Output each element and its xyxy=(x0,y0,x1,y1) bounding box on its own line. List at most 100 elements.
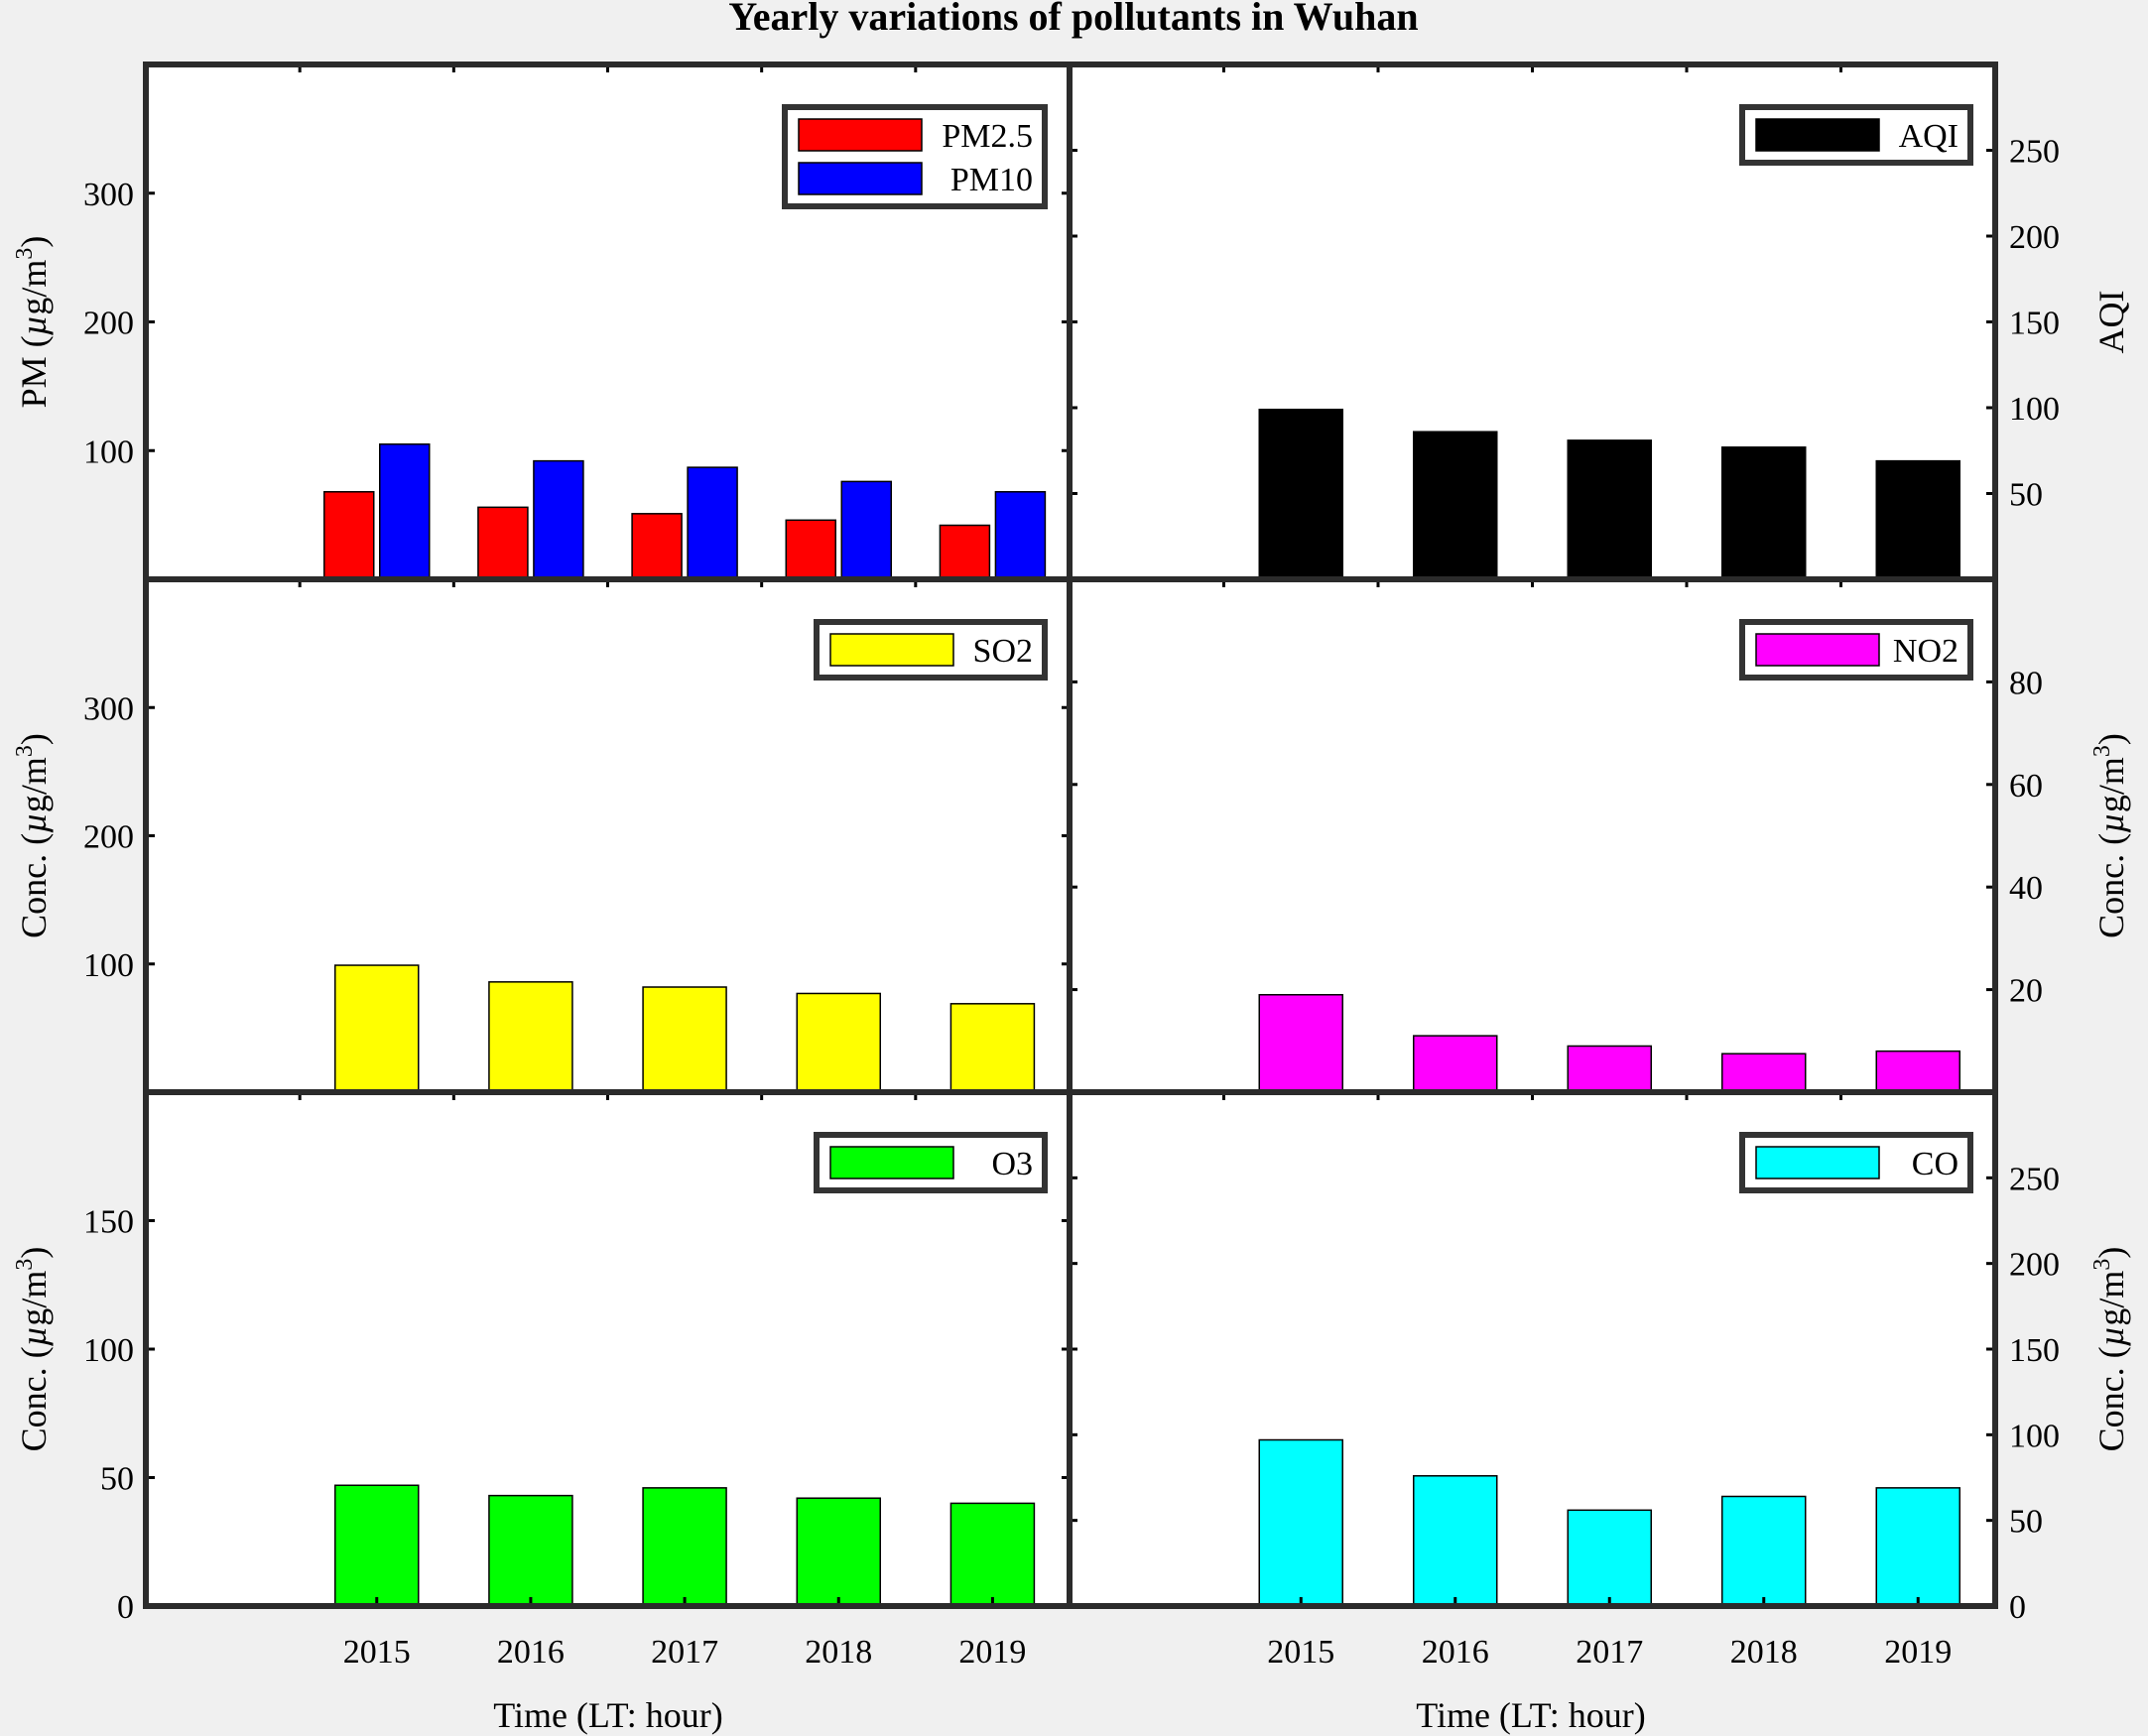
legend: AQI xyxy=(1739,104,1973,166)
panel-frame xyxy=(1067,1089,1998,1609)
y-axis-label-unit: g/m xyxy=(14,260,54,315)
bar-aqi-2016 xyxy=(1413,431,1498,580)
bar-so2-2018 xyxy=(796,992,881,1093)
bar-so2-2019 xyxy=(949,1003,1036,1093)
bar-so2-2017 xyxy=(642,986,727,1093)
y-axis-label-text: Conc. ( xyxy=(2091,833,2131,938)
bar-pm10-2017 xyxy=(687,466,738,580)
legend-label-aqi: AQI xyxy=(1899,118,1958,155)
legend-swatch-o3 xyxy=(829,1146,954,1179)
y-tick-label: 20 xyxy=(2009,973,2043,1010)
x-tick-label: 2019 xyxy=(1884,1634,1952,1671)
y-tick-label: 100 xyxy=(2009,391,2060,428)
legend-label-pm2-5: PM2.5 xyxy=(942,118,1033,155)
y-tick-label: 200 xyxy=(83,819,134,856)
bar-o3-2016 xyxy=(488,1494,573,1607)
y-axis-label-close: ) xyxy=(2091,1247,2131,1259)
panel-bottom-right: 0 50 100 150 200 250 2015 2016 2017 2018 2019 Conc.… xyxy=(1067,1089,2131,1671)
legend: PM2.5 PM10 xyxy=(782,104,1048,209)
x-tick-label: 2017 xyxy=(651,1634,718,1671)
legend-label-o3: O3 xyxy=(991,1146,1033,1182)
y-axis-label-close: ) xyxy=(2091,733,2131,745)
y-axis-label-unit: g/m xyxy=(2091,1271,2131,1326)
y-axis-label: Conc. (µg/m3) xyxy=(12,733,54,938)
bar-pm10-2019 xyxy=(994,491,1047,580)
y-tick-label: 300 xyxy=(83,177,134,213)
y-axis-label-mu: µ xyxy=(2091,1326,2131,1347)
y-axis-label-unit: g/m xyxy=(14,757,54,812)
panel-middle-left: 100 200 300 Conc. (µg/m3) SO2 xyxy=(12,576,1073,1095)
bar-aqi-2015 xyxy=(1258,408,1343,580)
bar-co-2019 xyxy=(1875,1487,1960,1607)
y-axis-label-text: AQI xyxy=(2091,291,2131,354)
x-tick-label: 2016 xyxy=(497,1634,565,1671)
y-axis-label-sup: 3 xyxy=(12,1259,38,1271)
legend-swatch-aqi xyxy=(1755,118,1880,152)
bar-o3-2018 xyxy=(796,1497,881,1607)
y-tick-label: 80 xyxy=(2009,665,2043,701)
y-axis-label: AQI xyxy=(2091,291,2131,354)
bar-co-2017 xyxy=(1567,1509,1652,1607)
x-tick-label: 2019 xyxy=(958,1634,1026,1671)
legend-swatch-pm2-5 xyxy=(798,118,923,152)
y-tick-label: 250 xyxy=(2009,1161,2060,1197)
legend: NO2 xyxy=(1739,619,1973,681)
y-tick-label: 200 xyxy=(2009,1247,2060,1284)
y-tick-label: 150 xyxy=(83,1204,134,1241)
y-tick-label: 100 xyxy=(83,947,134,984)
y-axis-label-text: PM ( xyxy=(14,335,54,408)
bar-pm2-5-2018 xyxy=(785,519,836,580)
bar-so2-2016 xyxy=(488,981,573,1093)
y-axis-label-sup: 3 xyxy=(12,745,38,757)
x-axis-label-right: Time (LT: hour) xyxy=(1416,1695,1646,1735)
bar-pm10-2015 xyxy=(379,443,431,580)
y-tick-label: 300 xyxy=(83,690,134,727)
y-tick-label: 0 xyxy=(2009,1589,2026,1626)
bar-pm2-5-2016 xyxy=(477,506,529,580)
legend: SO2 xyxy=(814,619,1048,681)
panel-top-left: 100 200 300 PM (µg/m3) PM2.5 PM10 xyxy=(12,62,1073,582)
y-tick-label: 50 xyxy=(2009,1504,2043,1541)
bar-so2-2015 xyxy=(334,964,420,1093)
x-tick-label: 2018 xyxy=(1730,1634,1798,1671)
y-axis-label-sup: 3 xyxy=(12,248,38,260)
y-axis-label-mu: µ xyxy=(14,315,54,336)
y-tick-label: 40 xyxy=(2009,870,2043,907)
bar-no2-2018 xyxy=(1721,1053,1807,1093)
legend-label-no2: NO2 xyxy=(1893,633,1958,670)
legend-swatch-co xyxy=(1755,1146,1880,1179)
x-tick-label: 2015 xyxy=(343,1634,411,1671)
bar-no2-2017 xyxy=(1567,1045,1652,1093)
bar-pm10-2016 xyxy=(533,459,584,580)
panel-top-right: 50 100 150 200 250 AQI AQI xyxy=(1067,62,2131,582)
bar-o3-2017 xyxy=(642,1487,727,1607)
y-tick-label: 100 xyxy=(83,1332,134,1369)
bar-no2-2019 xyxy=(1875,1050,1960,1093)
bar-pm2-5-2015 xyxy=(323,491,375,580)
y-tick-label: 200 xyxy=(2009,219,2060,256)
bar-aqi-2017 xyxy=(1567,439,1652,580)
y-axis-label-mu: µ xyxy=(2091,812,2131,833)
x-tick-label: 2016 xyxy=(1422,1634,1489,1671)
legend-swatch-no2 xyxy=(1755,633,1880,667)
y-axis-label-mu: µ xyxy=(14,1326,54,1347)
x-tick-label: 2015 xyxy=(1267,1634,1334,1671)
y-axis-label-close: ) xyxy=(14,733,54,745)
bar-aqi-2018 xyxy=(1721,446,1807,580)
bar-no2-2015 xyxy=(1258,994,1343,1093)
panel-middle-right: 20 40 60 80 Conc. (µg/m3) NO2 xyxy=(1067,576,2131,1095)
y-tick-label: 150 xyxy=(2009,1332,2060,1369)
legend-label-so2: SO2 xyxy=(973,633,1033,670)
bar-pm10-2018 xyxy=(840,480,892,580)
y-axis-label-sup: 3 xyxy=(2089,1259,2115,1271)
y-axis-label-close: ) xyxy=(14,236,54,248)
bar-o3-2019 xyxy=(949,1502,1036,1607)
y-tick-label: 0 xyxy=(117,1589,134,1626)
bar-co-2015 xyxy=(1258,1438,1343,1607)
bar-pm2-5-2017 xyxy=(631,513,683,580)
y-axis-label: PM (µg/m3) xyxy=(12,236,54,409)
y-tick-label: 60 xyxy=(2009,768,2043,805)
y-axis-label: Conc. (µg/m3) xyxy=(2089,733,2131,938)
y-tick-label: 150 xyxy=(2009,306,2060,342)
